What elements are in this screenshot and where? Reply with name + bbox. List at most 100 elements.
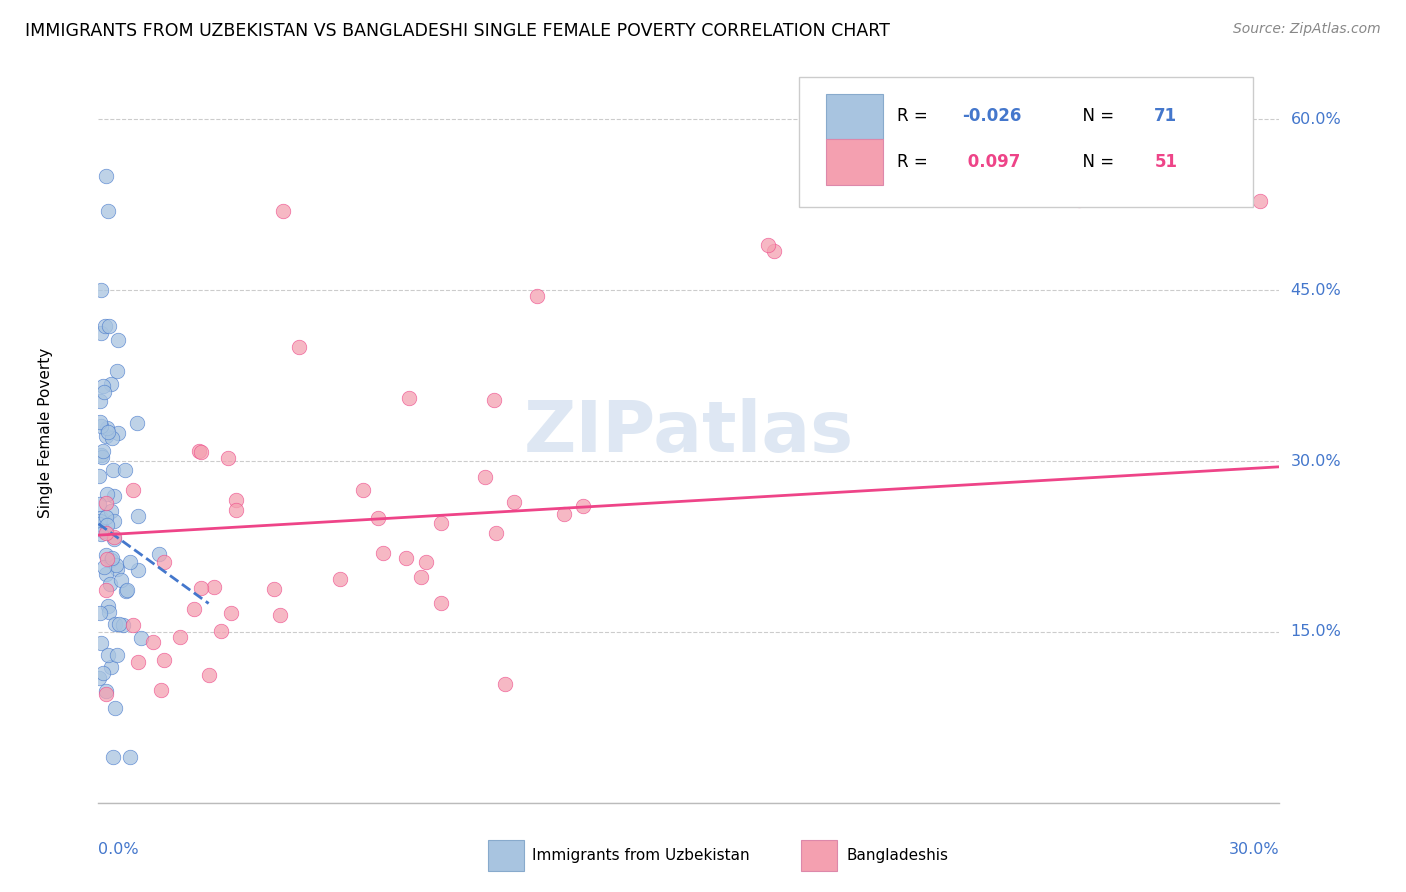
Point <box>411 570 433 584</box>
Point <box>90 418 112 433</box>
Point <box>96 551 118 566</box>
Text: 45.0%: 45.0% <box>1291 283 1341 298</box>
Point <box>97 203 120 218</box>
Point <box>104 701 127 715</box>
Text: 30.0%: 30.0% <box>1291 454 1341 468</box>
Text: Single Female Poverty: Single Female Poverty <box>38 348 53 517</box>
Bar <box>825 139 883 186</box>
Text: 0.0%: 0.0% <box>98 842 139 856</box>
Point <box>1249 194 1271 208</box>
Point <box>103 533 125 547</box>
Point <box>110 573 132 587</box>
Text: Source: ZipAtlas.com: Source: ZipAtlas.com <box>1233 22 1381 37</box>
Point <box>93 385 115 400</box>
Text: 0.097: 0.097 <box>962 153 1021 171</box>
Point <box>367 511 389 525</box>
Point <box>430 516 453 530</box>
Text: 30.0%: 30.0% <box>1229 842 1279 856</box>
Point <box>89 516 111 531</box>
Text: Bangladeshis: Bangladeshis <box>846 848 948 863</box>
Point <box>269 607 291 622</box>
Point <box>107 333 129 347</box>
Point <box>90 448 112 462</box>
Point <box>100 432 122 446</box>
Point <box>153 556 176 570</box>
Point <box>762 244 785 258</box>
Point <box>96 421 118 435</box>
Bar <box>825 94 883 139</box>
Point <box>101 750 124 764</box>
Point <box>756 237 779 252</box>
Point <box>263 582 285 596</box>
Point <box>104 558 127 572</box>
Point <box>96 169 118 184</box>
Text: N =: N = <box>1071 153 1119 171</box>
Point <box>90 636 112 650</box>
Text: 15.0%: 15.0% <box>1291 624 1341 640</box>
Point <box>94 318 117 333</box>
Point <box>169 630 191 644</box>
Point <box>91 379 114 393</box>
Point <box>183 602 205 616</box>
Point <box>415 555 437 569</box>
Point <box>485 526 508 541</box>
Text: R =: R = <box>897 153 932 171</box>
Point <box>127 655 149 669</box>
Point <box>100 376 122 391</box>
Point <box>89 672 111 686</box>
Point <box>94 567 117 582</box>
Point <box>91 444 114 458</box>
Point <box>202 580 225 594</box>
Point <box>89 514 111 528</box>
Bar <box>801 840 837 871</box>
Point <box>91 665 114 680</box>
Point <box>103 489 125 503</box>
Point <box>96 683 118 698</box>
Bar <box>488 840 523 871</box>
Point <box>98 605 121 619</box>
Point <box>149 683 172 698</box>
Point <box>90 510 112 524</box>
Text: Immigrants from Uzbekistan: Immigrants from Uzbekistan <box>531 848 749 863</box>
Point <box>89 606 111 620</box>
Point <box>219 606 242 620</box>
Point <box>142 634 165 648</box>
Point <box>97 648 120 663</box>
Point <box>115 583 138 598</box>
Point <box>209 624 232 639</box>
Point <box>103 463 125 477</box>
Point <box>96 487 118 501</box>
Point <box>107 561 129 575</box>
Point <box>96 582 118 597</box>
Point <box>105 364 128 378</box>
Point <box>225 492 247 507</box>
Point <box>217 451 239 466</box>
Text: ZIPatlas: ZIPatlas <box>524 398 853 467</box>
Point <box>91 450 114 464</box>
Point <box>96 526 118 541</box>
Text: -0.026: -0.026 <box>962 108 1021 126</box>
Point <box>100 504 122 518</box>
Point <box>89 497 111 511</box>
Point <box>371 546 394 560</box>
Point <box>429 596 451 610</box>
Point <box>225 503 247 517</box>
Point <box>482 392 505 407</box>
Point <box>114 463 136 477</box>
Point <box>97 425 120 440</box>
Text: R =: R = <box>897 108 932 126</box>
Point <box>103 514 125 528</box>
FancyBboxPatch shape <box>799 78 1254 207</box>
Point <box>198 668 221 682</box>
Point <box>118 750 141 764</box>
Point <box>115 583 138 598</box>
Point <box>101 551 124 566</box>
Point <box>122 618 145 632</box>
Point <box>98 576 121 591</box>
Point <box>127 563 149 577</box>
Point <box>96 496 118 510</box>
Point <box>89 415 111 429</box>
Point <box>187 444 209 458</box>
Point <box>352 483 374 497</box>
Point <box>90 326 112 340</box>
